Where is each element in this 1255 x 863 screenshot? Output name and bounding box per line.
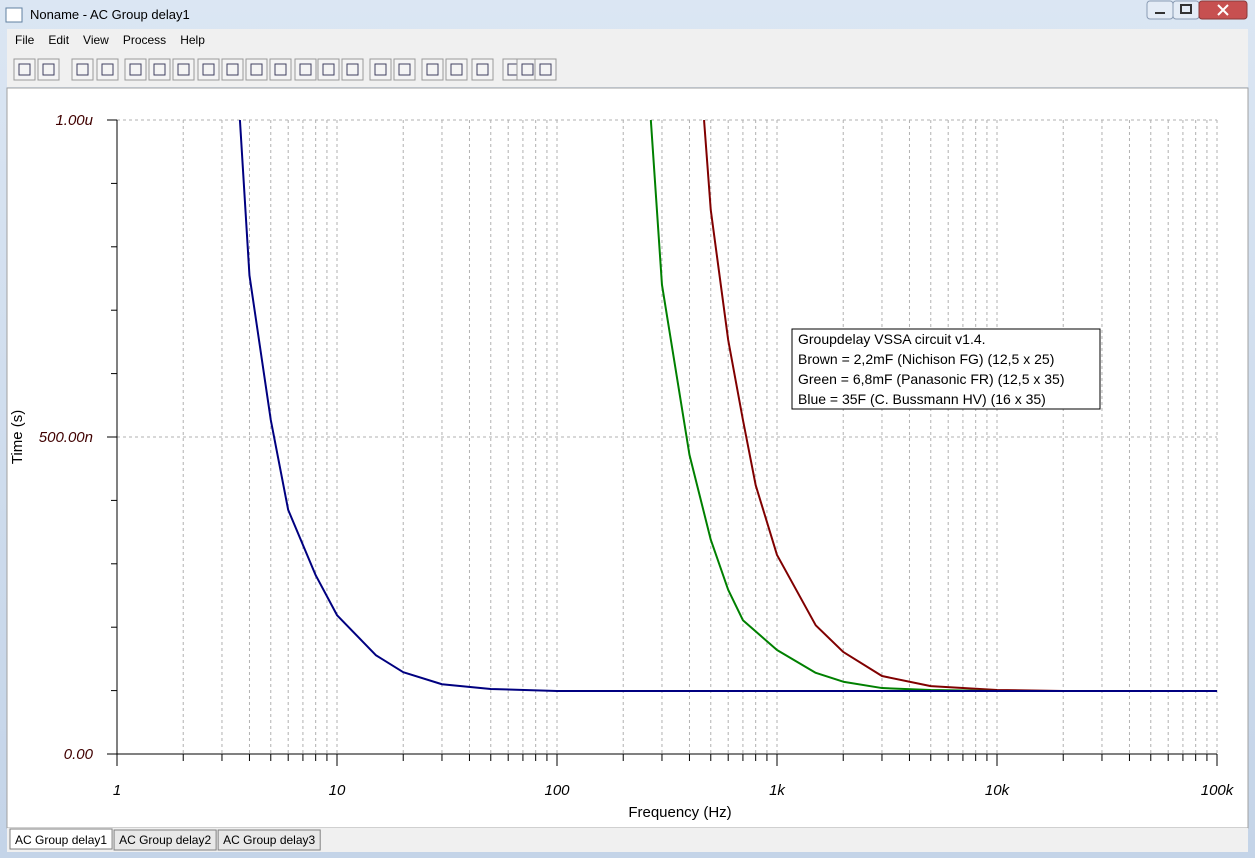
series-line (238, 120, 1217, 692)
tool-icon (299, 63, 312, 76)
tool-icon (274, 63, 287, 76)
menu-item[interactable]: File (15, 33, 35, 47)
annotation-box (791, 328, 1101, 410)
annotation: Groupdelay VSSA circuit v1.4. Brown = 2,2… (798, 331, 1065, 407)
tool-button[interactable] (71, 58, 94, 81)
tool-button[interactable] (245, 58, 268, 81)
tool-button[interactable] (37, 58, 60, 81)
tool-button[interactable] (294, 58, 317, 81)
x-tick-label: 100 (544, 782, 570, 799)
x-tick-label: 1 (113, 782, 121, 799)
tool-icon (226, 63, 239, 76)
tool-icon (476, 63, 489, 76)
tool-icon (177, 63, 190, 76)
tool-icon (539, 63, 552, 76)
tool-icon (426, 63, 439, 76)
x-tick-label: 10k (985, 782, 1011, 799)
tab-label: AC Group delay3 (223, 833, 315, 847)
tool-icon (322, 63, 335, 76)
tool-button[interactable] (13, 58, 36, 81)
annotation-line: Groupdelay VSSA circuit v1.4. (798, 331, 986, 347)
tool-icon (450, 63, 463, 76)
menu-item[interactable]: Help (180, 33, 205, 47)
tool-icon (346, 63, 359, 76)
tool-button[interactable] (341, 58, 364, 81)
tool-icon (101, 63, 114, 76)
series-line (703, 120, 1217, 692)
series-line (649, 120, 1217, 692)
annotation-line: Blue = 35F (C. Bussmann HV) (16 x 35) (798, 391, 1046, 407)
menu-item[interactable]: Process (123, 33, 166, 47)
y-tick-label: 1.00u (55, 112, 93, 129)
tool-icon (250, 63, 263, 76)
tab-label: AC Group delay1 (15, 833, 107, 847)
tab-label: AC Group delay2 (119, 833, 211, 847)
tool-button[interactable] (369, 58, 392, 81)
tool-button[interactable] (148, 58, 171, 81)
x-tick-label: 1k (769, 782, 786, 799)
y-tick-label: 500.00n (39, 429, 93, 446)
tool-button[interactable] (269, 58, 292, 81)
maximize-icon (1180, 4, 1192, 14)
tool-button[interactable] (471, 58, 494, 81)
y-tick-label: 0.00 (64, 746, 94, 763)
annotation-line: Green = 6,8mF (Panasonic FR) (12,5 x 35) (798, 371, 1065, 387)
tool-button[interactable] (317, 58, 340, 81)
tabs: AC Group delay1 AC Group delay2 AC Group d… (9, 828, 321, 851)
x-axis-label: Frequency (Hz) (628, 804, 731, 821)
chart: 1 10 100 1k 10k 100k 0.00 500.00n 1.00u (39, 112, 1235, 799)
tool-button[interactable] (172, 58, 195, 81)
tool-button[interactable] (421, 58, 444, 81)
menu-bar (7, 29, 1248, 51)
app-icon (5, 7, 23, 23)
maximize-button[interactable] (1172, 0, 1200, 20)
close-icon (1217, 4, 1229, 16)
menu-item[interactable]: Edit (48, 33, 69, 47)
tool-icon (153, 63, 166, 76)
tool-button[interactable] (534, 58, 557, 81)
tab[interactable] (9, 828, 113, 850)
menu-item[interactable]: View (83, 33, 109, 47)
tool-button[interactable] (221, 58, 244, 81)
tool-icon (202, 63, 215, 76)
tool-icon (18, 63, 31, 76)
tool-icon (129, 63, 142, 76)
tool-button[interactable] (197, 58, 220, 81)
tab[interactable] (113, 829, 217, 851)
menu-items: File Edit View Process Help (15, 33, 205, 47)
tool-button[interactable] (393, 58, 416, 81)
toolbar-buttons (13, 58, 557, 81)
window-title: Noname - AC Group delay1 (30, 7, 190, 22)
y-axis-label: Time (s) (9, 410, 26, 464)
tool-button[interactable] (96, 58, 119, 81)
window-controls (1146, 0, 1248, 20)
annotation-line: Brown = 2,2mF (Nichison FG) (12,5 x 25) (798, 351, 1054, 367)
tool-icon (398, 63, 411, 76)
tab[interactable] (217, 829, 321, 851)
tool-button[interactable] (124, 58, 147, 81)
x-tick-label: 100k (1201, 782, 1235, 799)
tool-icon (521, 63, 534, 76)
tool-button[interactable] (445, 58, 468, 81)
plot-window (6, 87, 1249, 829)
x-tick-label: 10 (329, 782, 346, 799)
tool-icon (42, 63, 55, 76)
tool-icon (76, 63, 89, 76)
minimize-button[interactable] (1146, 0, 1174, 20)
tool-icon (374, 63, 387, 76)
